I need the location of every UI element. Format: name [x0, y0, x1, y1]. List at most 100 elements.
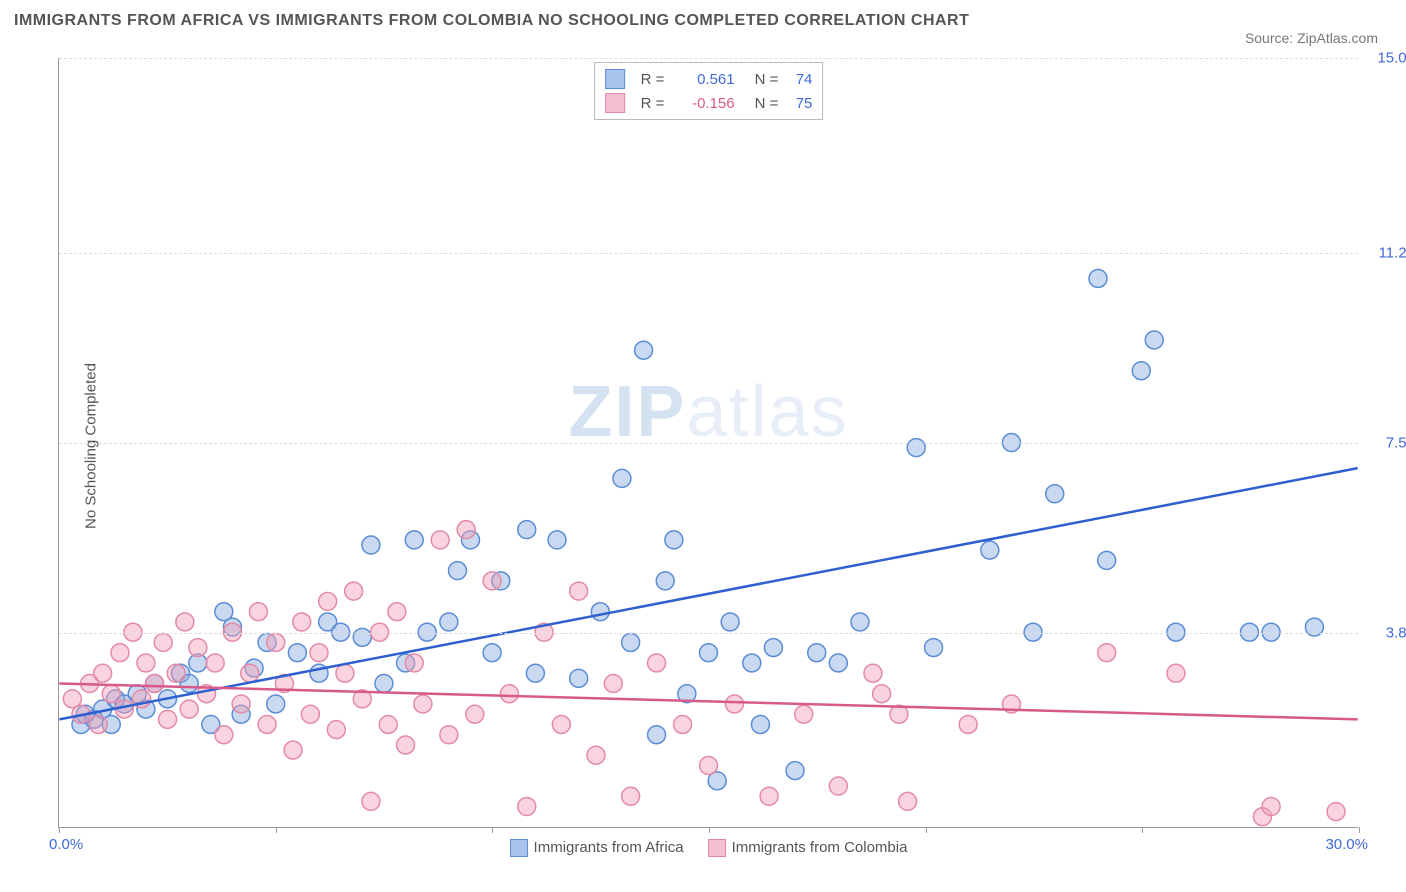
scatter-point [1132, 362, 1150, 380]
scatter-point [1145, 331, 1163, 349]
scatter-point [353, 628, 371, 646]
scatter-point [483, 644, 501, 662]
legend-swatch [605, 93, 625, 113]
scatter-point [622, 633, 640, 651]
legend-label: Immigrants from Colombia [732, 839, 908, 856]
scatter-point [674, 715, 692, 733]
scatter-point [635, 341, 653, 359]
scatter-point [310, 644, 328, 662]
regression-line [59, 468, 1357, 719]
scatter-point [526, 664, 544, 682]
scatter-point [267, 633, 285, 651]
x-axis-max-label: 30.0% [1325, 836, 1368, 853]
scatter-point [284, 741, 302, 759]
legend-row: R =0.561N =74 [605, 67, 813, 91]
scatter-point [466, 705, 484, 723]
scatter-point [743, 654, 761, 672]
scatter-point [808, 644, 826, 662]
scatter-point [648, 654, 666, 672]
scatter-point [288, 644, 306, 662]
scatter-point [851, 613, 869, 631]
scatter-point [258, 715, 276, 733]
scatter-point [375, 674, 393, 692]
r-label: R = [641, 95, 669, 112]
y-tick-label: 15.0% [1377, 50, 1406, 67]
legend-swatch [605, 69, 625, 89]
scatter-point [215, 726, 233, 744]
scatter-point [613, 469, 631, 487]
x-tick [492, 827, 493, 833]
x-tick [1142, 827, 1143, 833]
series-legend: Immigrants from Africa Immigrants from Co… [510, 839, 908, 857]
r-value: -0.156 [679, 95, 735, 112]
x-tick [276, 827, 277, 833]
scatter-point [137, 654, 155, 672]
r-label: R = [641, 71, 669, 88]
gridline [59, 633, 1358, 634]
scatter-point [907, 439, 925, 457]
scatter-point [405, 654, 423, 672]
scatter-point [829, 777, 847, 795]
scatter-point [764, 639, 782, 657]
n-value: 74 [788, 71, 812, 88]
scatter-point [319, 592, 337, 610]
scatter-point [102, 685, 120, 703]
legend-item: Immigrants from Colombia [708, 839, 908, 857]
x-axis-min-label: 0.0% [49, 836, 83, 853]
scatter-point [622, 787, 640, 805]
scatter-point [249, 603, 267, 621]
scatter-point [721, 613, 739, 631]
scatter-point [760, 787, 778, 805]
scatter-point [336, 664, 354, 682]
n-label: N = [755, 71, 779, 88]
scatter-point [1089, 269, 1107, 287]
scatter-point [981, 541, 999, 559]
legend-swatch [708, 839, 726, 857]
scatter-point [786, 762, 804, 780]
chart-plot-area: ZIPatlas R =0.561N =74R =-0.156N =75 0.0… [58, 58, 1358, 828]
scatter-point [751, 715, 769, 733]
scatter-point [591, 603, 609, 621]
chart-title: IMMIGRANTS FROM AFRICA VS IMMIGRANTS FRO… [14, 12, 969, 30]
scatter-point [925, 639, 943, 657]
scatter-point [327, 721, 345, 739]
scatter-point [604, 674, 622, 692]
scatter-point [648, 726, 666, 744]
scatter-point [267, 695, 285, 713]
scatter-point [440, 726, 458, 744]
legend-swatch [510, 839, 528, 857]
scatter-point [665, 531, 683, 549]
scatter-point [570, 582, 588, 600]
scatter-point [362, 536, 380, 554]
scatter-point [232, 695, 250, 713]
x-tick [1359, 827, 1360, 833]
scatter-point [864, 664, 882, 682]
scatter-point [159, 710, 177, 728]
scatter-point [111, 644, 129, 662]
scatter-point [829, 654, 847, 672]
scatter-point [457, 521, 475, 539]
scatter-point [656, 572, 674, 590]
gridline [59, 253, 1358, 254]
scatter-point [206, 654, 224, 672]
scatter-point [700, 644, 718, 662]
scatter-point [587, 746, 605, 764]
scatter-point [167, 664, 185, 682]
scatter-point [154, 633, 172, 651]
scatter-point [189, 639, 207, 657]
scatter-point [293, 613, 311, 631]
n-label: N = [755, 95, 779, 112]
legend-label: Immigrants from Africa [534, 839, 684, 856]
scatter-point [89, 715, 107, 733]
gridline [59, 58, 1358, 59]
scatter-point [1098, 551, 1116, 569]
source-label: Source: ZipAtlas.com [1245, 30, 1378, 46]
scatter-point [483, 572, 501, 590]
scatter-point [1327, 803, 1345, 821]
scatter-point [301, 705, 319, 723]
scatter-point [345, 582, 363, 600]
scatter-point [1262, 798, 1280, 816]
scatter-point [548, 531, 566, 549]
scatter-point [700, 756, 718, 774]
scatter-point [146, 674, 164, 692]
